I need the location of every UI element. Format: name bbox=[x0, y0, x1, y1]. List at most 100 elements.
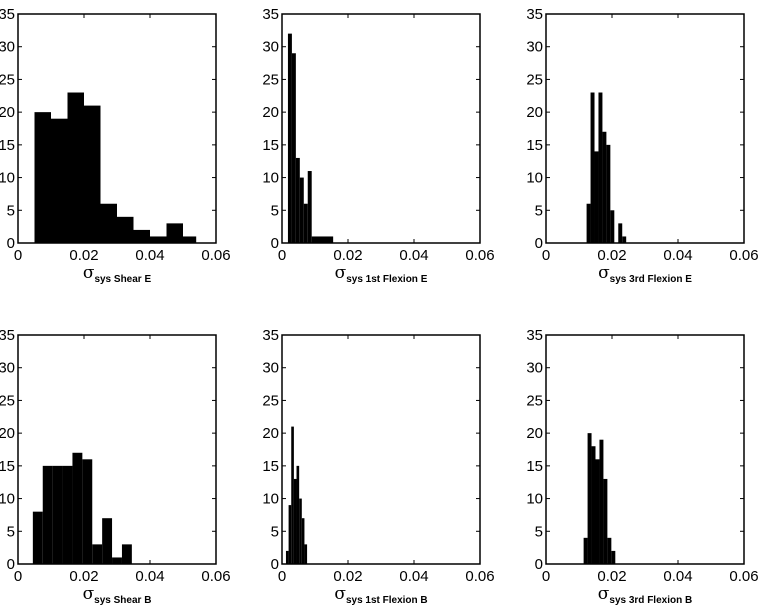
histogram-bar bbox=[594, 151, 599, 243]
histogram-bar bbox=[311, 236, 334, 243]
histogram-bar bbox=[32, 511, 43, 564]
histogram-bar bbox=[618, 223, 623, 243]
histogram-bar bbox=[133, 229, 150, 243]
x-axis-label: σsys Shear E bbox=[83, 263, 152, 285]
histogram-bar bbox=[67, 92, 84, 243]
histogram-bar bbox=[299, 177, 304, 243]
y-tick-label: 10 bbox=[526, 170, 543, 187]
histogram-bar bbox=[51, 118, 68, 243]
y-tick-label: 0 bbox=[535, 235, 543, 252]
x-axis-label: σsys 3rd Flexion B bbox=[598, 584, 692, 606]
histogram-bar bbox=[285, 550, 289, 564]
y-tick-label: 25 bbox=[526, 392, 543, 409]
y-tick-label: 5 bbox=[271, 202, 279, 219]
y-tick-label: 20 bbox=[526, 104, 543, 121]
x-tick-label: 0.02 bbox=[597, 247, 626, 264]
histogram-bar bbox=[34, 112, 51, 243]
histogram-bar bbox=[92, 544, 103, 564]
y-tick-label: 0 bbox=[271, 556, 279, 573]
y-tick-label: 15 bbox=[526, 137, 543, 154]
x-axis-label-subscript: sys Shear E bbox=[94, 274, 151, 285]
histogram-bar bbox=[117, 216, 134, 243]
y-tick-label: 20 bbox=[0, 104, 15, 121]
histogram-bar bbox=[303, 203, 308, 243]
y-tick-label: 35 bbox=[262, 327, 279, 344]
histogram-bar bbox=[301, 518, 305, 564]
y-tick-label: 10 bbox=[0, 170, 15, 187]
x-tick-label: 0.02 bbox=[69, 247, 98, 264]
x-axis-label: σsys 1st Flexion E bbox=[335, 263, 428, 285]
histogram-bar bbox=[291, 426, 294, 564]
histogram-panel: 0 5 10 15 20 25 30 35 0 0.02 0.04 0.06 σsys 3rd Flex… bbox=[526, 327, 758, 606]
x-tick-label: 0 bbox=[14, 247, 22, 264]
histogram-bar bbox=[595, 459, 600, 564]
histogram-bar bbox=[587, 433, 592, 564]
histogram-bar bbox=[121, 544, 132, 564]
axes-frame bbox=[17, 334, 217, 565]
histogram-bar bbox=[112, 557, 122, 564]
x-tick-label: 0 bbox=[278, 568, 286, 585]
histogram-panel: 0 5 10 15 20 25 30 35 0 0.02 0.04 0.06 σsys 1st Flex… bbox=[262, 327, 494, 606]
y-tick-label: 5 bbox=[7, 523, 15, 540]
y-tick-label: 10 bbox=[0, 491, 15, 508]
y-tick-label: 5 bbox=[535, 523, 543, 540]
histogram-bar bbox=[42, 465, 53, 564]
y-tick-label: 20 bbox=[262, 104, 279, 121]
histogram-bar bbox=[622, 236, 627, 243]
x-tick-label: 0.04 bbox=[135, 247, 164, 264]
histogram-bar bbox=[183, 236, 197, 243]
x-tick-label: 0.02 bbox=[597, 568, 626, 585]
x-tick-label: 0.06 bbox=[201, 247, 230, 264]
y-tick-label: 10 bbox=[262, 491, 279, 508]
y-tick-label: 5 bbox=[271, 523, 279, 540]
sigma-symbol: σ bbox=[335, 263, 347, 283]
x-axis-label-subscript: sys 1st Flexion B bbox=[346, 595, 428, 606]
y-tick-label: 35 bbox=[262, 6, 279, 23]
x-tick-label: 0.04 bbox=[135, 568, 164, 585]
y-tick-label: 35 bbox=[0, 327, 15, 344]
histogram-panel: 0 5 10 15 20 25 30 35 0 0.02 0.04 0.06 σsys Shear E bbox=[0, 6, 231, 285]
y-tick-label: 30 bbox=[0, 39, 15, 56]
x-tick-label: 0.04 bbox=[399, 568, 428, 585]
y-tick-label: 10 bbox=[262, 170, 279, 187]
x-tick-label: 0 bbox=[14, 568, 22, 585]
x-axis-label: σsys 3rd Flexion E bbox=[598, 263, 692, 285]
x-tick-label: 0.06 bbox=[729, 247, 758, 264]
histogram-bar bbox=[288, 505, 292, 564]
x-tick-label: 0.02 bbox=[69, 568, 98, 585]
histogram-bar bbox=[72, 452, 83, 564]
histogram-bar bbox=[102, 518, 113, 564]
y-tick-label: 30 bbox=[526, 360, 543, 377]
histogram-bar bbox=[599, 439, 604, 564]
histogram-bar bbox=[62, 465, 73, 564]
histogram-bar bbox=[606, 144, 611, 243]
histogram-bar bbox=[607, 537, 612, 564]
x-tick-label: 0.06 bbox=[465, 247, 494, 264]
histogram-bar bbox=[611, 550, 616, 564]
y-tick-label: 20 bbox=[0, 425, 15, 442]
y-tick-label: 15 bbox=[0, 137, 15, 154]
sigma-symbol: σ bbox=[83, 584, 95, 604]
histogram-bar bbox=[304, 544, 308, 564]
x-axis-label-subscript: sys 3rd Flexion E bbox=[610, 274, 693, 285]
histogram-bar bbox=[293, 478, 297, 564]
histogram-bar bbox=[150, 236, 167, 243]
histogram-bar bbox=[52, 465, 63, 564]
y-tick-label: 20 bbox=[526, 425, 543, 442]
histogram-bar bbox=[586, 203, 591, 243]
x-tick-label: 0.06 bbox=[465, 568, 494, 585]
y-tick-label: 10 bbox=[526, 491, 543, 508]
y-tick-label: 20 bbox=[262, 425, 279, 442]
y-tick-label: 15 bbox=[262, 458, 279, 475]
x-axis-label-subscript: sys 1st Flexion E bbox=[346, 274, 427, 285]
histogram-panel: 0 5 10 15 20 25 30 35 0 0.02 0.04 0.06 σsys 3rd Flex… bbox=[526, 6, 758, 285]
y-tick-label: 0 bbox=[7, 556, 15, 573]
y-tick-label: 25 bbox=[0, 71, 15, 88]
y-tick-label: 30 bbox=[262, 360, 279, 377]
x-tick-label: 0.04 bbox=[399, 247, 428, 264]
y-tick-label: 25 bbox=[262, 71, 279, 88]
histogram-bar bbox=[166, 223, 183, 243]
sigma-symbol: σ bbox=[598, 263, 610, 283]
histogram-bar bbox=[287, 33, 292, 243]
